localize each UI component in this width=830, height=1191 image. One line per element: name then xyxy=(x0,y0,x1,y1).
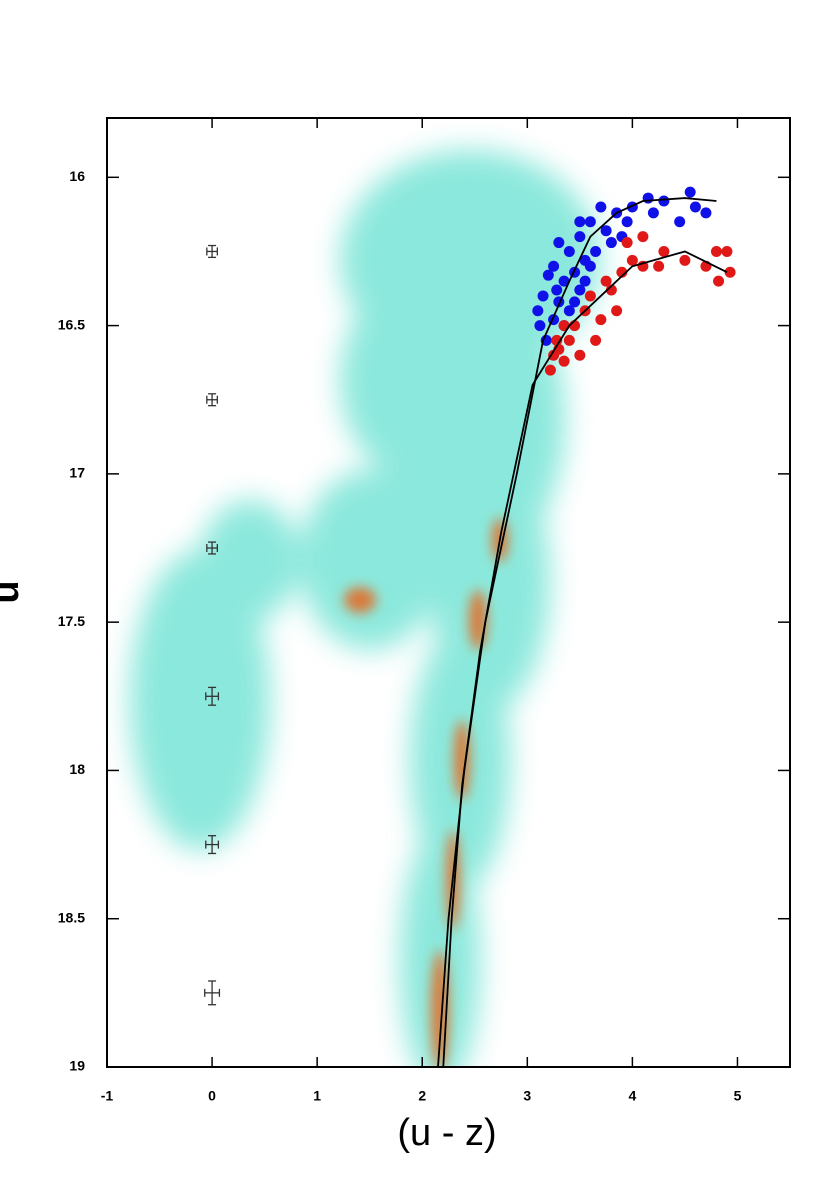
y-tick-label: 16 xyxy=(69,168,85,184)
model-line xyxy=(442,250,728,1068)
star-point xyxy=(637,231,649,243)
y-tick-label: 19 xyxy=(69,1058,85,1074)
star-point xyxy=(642,192,654,204)
y-axis-label: u xyxy=(0,580,27,603)
star-point xyxy=(724,266,736,278)
y-tick-label: 18 xyxy=(69,761,85,777)
star-point xyxy=(563,334,575,346)
star-point xyxy=(600,275,612,287)
star-point xyxy=(569,296,581,308)
star-point xyxy=(590,245,602,257)
star-point xyxy=(584,290,596,302)
star-point xyxy=(679,254,691,266)
star-point xyxy=(674,216,686,228)
density-background xyxy=(130,150,600,1067)
star-point xyxy=(558,355,570,367)
star-point xyxy=(574,216,586,228)
y-tick-label: 17 xyxy=(69,465,85,481)
y-tick-label: 18.5 xyxy=(58,909,85,925)
x-tick-label: 1 xyxy=(313,1088,321,1104)
x-tick-label: -1 xyxy=(101,1088,114,1104)
star-point xyxy=(595,314,607,326)
x-tick-label: 0 xyxy=(208,1088,216,1104)
plot-frame xyxy=(106,117,791,1068)
star-point xyxy=(548,349,560,361)
star-point xyxy=(542,269,554,281)
star-point xyxy=(544,364,556,376)
star-point xyxy=(647,207,659,219)
star-point xyxy=(574,284,586,296)
star-point xyxy=(689,201,701,213)
star-point xyxy=(579,275,591,287)
x-tick-label: 5 xyxy=(734,1088,742,1104)
star-point xyxy=(721,245,733,257)
x-tick-label: 3 xyxy=(523,1088,531,1104)
star-point xyxy=(621,237,633,249)
star-point xyxy=(658,195,670,207)
star-point xyxy=(558,275,570,287)
star-point xyxy=(616,266,628,278)
star-point xyxy=(551,284,563,296)
star-point xyxy=(584,216,596,228)
star-point xyxy=(600,225,612,237)
star-point xyxy=(626,254,638,266)
star-point xyxy=(605,237,617,249)
star-point xyxy=(710,245,722,257)
star-point xyxy=(684,186,696,198)
star-point xyxy=(584,260,596,272)
star-point xyxy=(563,245,575,257)
x-tick-label: 2 xyxy=(418,1088,426,1104)
star-point xyxy=(611,305,623,317)
star-point xyxy=(532,305,544,317)
star-point xyxy=(574,349,586,361)
star-point xyxy=(574,231,586,243)
star-point xyxy=(621,216,633,228)
star-point xyxy=(653,260,665,272)
star-point xyxy=(563,305,575,317)
star-point xyxy=(553,237,565,249)
x-tick-label: 4 xyxy=(628,1088,636,1104)
star-point xyxy=(700,207,712,219)
star-point xyxy=(548,260,560,272)
y-tick-label: 17.5 xyxy=(58,613,85,629)
y-tick-label: 16.5 xyxy=(58,316,85,332)
star-point xyxy=(537,290,549,302)
star-point xyxy=(595,201,607,213)
star-point xyxy=(534,320,546,332)
star-point xyxy=(713,275,725,287)
star-point xyxy=(590,334,602,346)
star-point xyxy=(658,245,670,257)
x-axis-label: (u - z) xyxy=(397,1112,496,1154)
star-point xyxy=(605,284,617,296)
